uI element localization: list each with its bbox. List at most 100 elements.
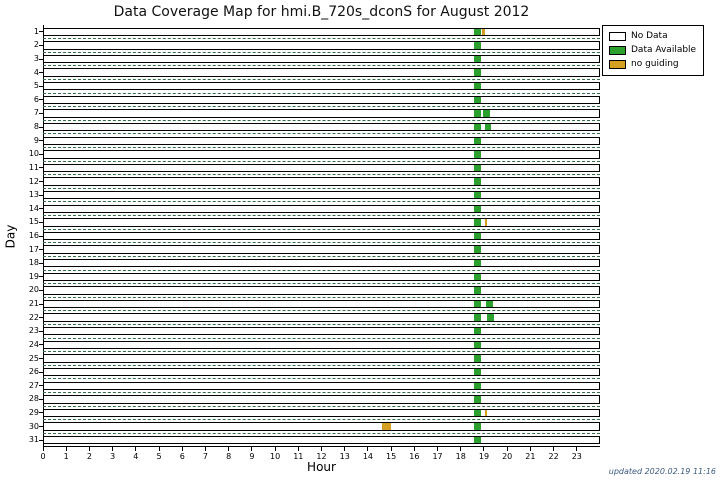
gridline [43,323,600,325]
coverage-segment-data [474,96,482,104]
x-tick-label: 18 [455,452,466,461]
plot-area: 1 2 3 4 5 6 7 8 9 10 11 12 13 14 15 16 17 18 19 20 21 22 23 24 2… [29,25,600,461]
y-tick-label: 2 [33,40,39,50]
day-row-13 [43,190,600,200]
x-tick [506,447,508,451]
y-tick-label: 6 [33,94,39,104]
gridline [43,51,600,53]
y-tick [39,317,43,319]
y-tick-label: 8 [33,122,39,132]
coverage-segment-data [474,191,482,199]
y-tick-label: 31 [28,435,39,445]
y-tick-label: 22 [28,312,39,322]
x-tick [88,447,90,451]
y-tick-label: 7 [33,108,39,118]
day-row-6 [43,95,600,105]
x-tick [204,447,206,451]
coverage-segment-data [474,382,482,389]
y-tick [39,385,43,387]
chart-title: Data Coverage Map for hmi.B_720s_dconS f… [113,4,530,20]
gridline [43,215,600,217]
gridline [43,228,600,230]
gridline [43,378,600,380]
coverage-segment-data [484,123,492,131]
gridline [43,255,600,257]
day-row-31 [43,435,600,445]
y-tick [39,167,43,169]
x-tick-label: 0 [40,452,46,461]
y-tick-label: 12 [28,176,39,186]
gridline [43,92,600,94]
legend-swatch-no_guiding [609,59,626,69]
y-tick [39,140,43,142]
day-row-23 [43,327,600,336]
y-tick-label: 23 [28,326,39,336]
y-tick-label: 1 [33,26,39,36]
day-row-20 [43,286,600,295]
y-tick [39,44,43,46]
gridline [43,119,600,121]
coverage-segment-data [474,423,482,430]
day-row-25 [43,354,600,363]
y-tick [39,398,43,400]
coverage-segment-data [474,205,482,212]
day-row-28 [43,395,600,404]
gridline [43,38,600,40]
y-tick [39,371,43,373]
x-tick [274,447,276,451]
day-row-3 [43,54,600,64]
x-tick-label: 21 [525,452,536,461]
y-tick [39,58,43,60]
coverage-segment-data [474,232,482,240]
coverage-segment-data [474,368,482,376]
y-tick [39,112,43,114]
x-tick-label: 4 [133,452,139,461]
y-tick-label: 27 [28,380,39,390]
gridline [43,65,600,67]
x-tick-label: 23 [571,452,582,461]
gridline [43,160,600,162]
y-tick [39,235,43,237]
x-tick-label: 15 [386,452,397,461]
x-tick-label: 8 [226,452,232,461]
x-tick [483,447,485,451]
y-tick [39,262,43,264]
gridline [43,310,600,312]
y-tick-label: 20 [28,285,39,295]
coverage-segment-data [474,42,482,49]
gridline [43,187,600,189]
y-tick [39,31,43,33]
coverage-segment-no_guiding [485,219,487,226]
coverage-segment-data [474,28,482,35]
gridline [43,419,600,421]
legend-label: No Data [631,31,668,41]
gridline [43,283,600,285]
y-tick-label: 5 [33,81,39,91]
y-tick [39,249,43,251]
gridline [43,392,600,394]
coverage-segment-data [474,123,482,131]
y-tick [39,344,43,346]
y-tick [39,126,43,128]
coverage-segment-data [474,219,482,226]
x-tick [321,447,322,451]
y-tick-label: 29 [28,407,39,417]
x-tick-label: 12 [316,452,327,461]
x-tick-label: 1 [63,452,69,461]
x-tick-label: 3 [110,452,116,461]
day-row-16 [43,231,600,241]
legend-label: no guiding [631,59,679,69]
x-tick [251,447,253,451]
legend-item-no_data: No Data [609,31,696,41]
legend-label: Data Available [631,45,697,55]
coverage-segment-data [474,355,482,362]
x-tick [181,447,183,451]
x-tick [529,447,531,451]
coverage-segment-data [474,178,482,185]
legend: No Data Data Available no guiding [602,25,705,76]
y-tick-label: 9 [33,135,39,145]
x-tick [553,447,555,451]
y-tick-label: 30 [28,421,39,431]
coverage-segment-no_guiding [381,423,391,430]
